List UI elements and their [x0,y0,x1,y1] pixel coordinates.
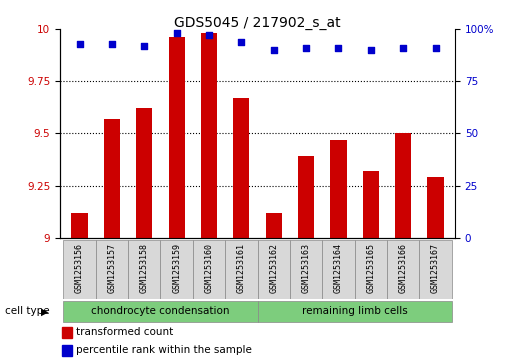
Bar [331,140,347,238]
Text: GSM1253157: GSM1253157 [107,243,117,293]
FancyBboxPatch shape [290,240,322,299]
Point [173,30,181,36]
Text: GSM1253166: GSM1253166 [399,243,408,293]
FancyBboxPatch shape [257,301,452,322]
FancyBboxPatch shape [257,240,290,299]
Point [140,43,149,49]
Text: GSM1253161: GSM1253161 [237,243,246,293]
Point [237,38,246,44]
Text: GSM1253158: GSM1253158 [140,243,149,293]
Point [269,47,278,53]
Bar [104,119,120,238]
Bar [363,171,379,238]
Point [108,41,116,46]
FancyBboxPatch shape [161,240,193,299]
Text: GSM1253162: GSM1253162 [269,243,278,293]
FancyBboxPatch shape [63,240,96,299]
FancyBboxPatch shape [387,240,419,299]
Bar [62,327,72,338]
Point [302,45,310,51]
Text: ▶: ▶ [41,306,48,316]
Bar [62,345,72,356]
Text: chondrocyte condensation: chondrocyte condensation [91,306,230,316]
FancyBboxPatch shape [322,240,355,299]
Text: remaining limb cells: remaining limb cells [302,306,407,316]
Bar [201,33,217,238]
FancyBboxPatch shape [419,240,452,299]
FancyBboxPatch shape [63,301,257,322]
Point [75,41,84,46]
FancyBboxPatch shape [193,240,225,299]
FancyBboxPatch shape [225,240,257,299]
Text: GSM1253156: GSM1253156 [75,243,84,293]
FancyBboxPatch shape [128,240,161,299]
FancyBboxPatch shape [96,240,128,299]
Text: GSM1253167: GSM1253167 [431,243,440,293]
Point [431,45,440,51]
Point [367,47,375,53]
Text: GSM1253163: GSM1253163 [302,243,311,293]
Point [205,32,213,38]
Bar [298,156,314,238]
Point [334,45,343,51]
Point [399,45,407,51]
Text: percentile rank within the sample: percentile rank within the sample [76,345,252,355]
Text: GSM1253164: GSM1253164 [334,243,343,293]
Bar [427,177,444,238]
Bar [72,213,88,238]
FancyBboxPatch shape [355,240,387,299]
Text: GSM1253160: GSM1253160 [204,243,213,293]
Bar [168,37,185,238]
Text: transformed count: transformed count [76,327,173,337]
Bar [233,98,249,238]
Bar [266,213,282,238]
Text: GDS5045 / 217902_s_at: GDS5045 / 217902_s_at [174,16,341,30]
Text: GSM1253165: GSM1253165 [366,243,376,293]
Bar [136,109,152,238]
Bar [395,134,411,238]
Text: cell type: cell type [5,306,50,316]
Text: GSM1253159: GSM1253159 [172,243,181,293]
